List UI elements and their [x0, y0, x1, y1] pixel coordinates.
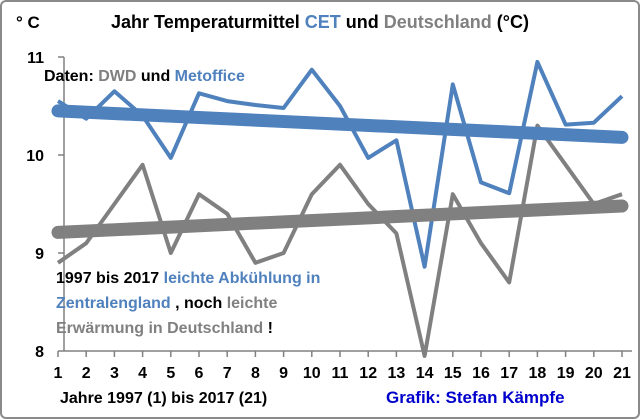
x-tick-label: 9	[279, 365, 288, 382]
trend-line-cet	[51, 104, 629, 144]
source-part-dwd: DWD	[98, 68, 136, 85]
note-line-1: 1997 bis 2017 leichte Abkühlung in	[56, 270, 320, 287]
credit-label: Grafik: Stefan Kämpfe	[386, 388, 565, 407]
x-tick-label: 2	[82, 365, 91, 382]
x-tick-label: 11	[332, 365, 349, 382]
source-part-1: Daten:	[44, 68, 98, 85]
x-tick-label: 6	[195, 365, 204, 382]
note-line-1a: 1997 bis 2017	[56, 270, 164, 287]
note-line-2b: , noch	[171, 295, 227, 312]
x-tick-label: 13	[388, 365, 406, 382]
x-tick-label: 19	[557, 365, 575, 382]
note-line-3a: Erwärmung in Deutschland	[56, 320, 263, 337]
note-line-2a: Zentralengland	[56, 295, 171, 312]
title-part-deutschland: Deutschland	[384, 12, 492, 32]
x-tick-label: 15	[444, 365, 462, 382]
y-tick-label: 8	[35, 344, 44, 361]
title-part-cet: CET	[305, 12, 341, 32]
chart-title: Jahr Temperaturmittel CET und Deutschlan…	[111, 12, 529, 32]
source-annotation: Daten: DWD und Metoffice	[44, 68, 245, 85]
x-tick-label: 5	[166, 365, 175, 382]
x-axis-ticks: 1 2 3 4 5 6 7 8 9 10 11 12 13 14 15 16 17 18 19 20 21	[54, 351, 631, 382]
x-tick-label: 1	[54, 365, 63, 382]
y-tick-label: 10	[26, 148, 44, 165]
x-tick-label: 10	[303, 365, 321, 382]
x-tick-label: 21	[613, 365, 631, 382]
note-line-2c: leichte	[227, 295, 278, 312]
y-axis-ticks: 8 9 10 11	[26, 50, 64, 361]
x-tick-label: 12	[359, 365, 377, 382]
note-line-3: Erwärmung in Deutschland !	[56, 320, 273, 337]
x-axis-label: Jahre 1997 (1) bis 2017 (21)	[60, 390, 267, 407]
y-axis-unit-label: ° C	[16, 13, 40, 32]
x-tick-label: 14	[416, 365, 434, 382]
source-part-3: und	[136, 68, 174, 85]
x-tick-label: 7	[223, 365, 232, 382]
x-tick-label: 20	[585, 365, 603, 382]
x-tick-label: 3	[110, 365, 119, 382]
trend-line-deutschland	[51, 199, 629, 239]
y-tick-label: 11	[27, 50, 44, 67]
title-part-1: Jahr Temperaturmittel	[111, 12, 305, 32]
x-tick-label: 18	[529, 365, 547, 382]
series-line-deutschland	[56, 123, 623, 358]
title-part-3: und	[341, 12, 384, 32]
x-tick-label: 4	[138, 365, 147, 382]
note-line-3b: !	[263, 320, 273, 337]
series-line-cet	[56, 59, 624, 269]
note-line-2: Zentralengland , noch leichte	[56, 295, 277, 312]
y-tick-label: 9	[35, 246, 44, 263]
title-part-5: (°C)	[492, 12, 529, 32]
x-tick-label: 8	[251, 365, 260, 382]
x-tick-label: 16	[472, 365, 490, 382]
note-line-1b: leichte Abkühlung in	[164, 270, 321, 287]
source-part-metoffice: Metoffice	[175, 68, 245, 85]
x-tick-label: 17	[500, 365, 518, 382]
